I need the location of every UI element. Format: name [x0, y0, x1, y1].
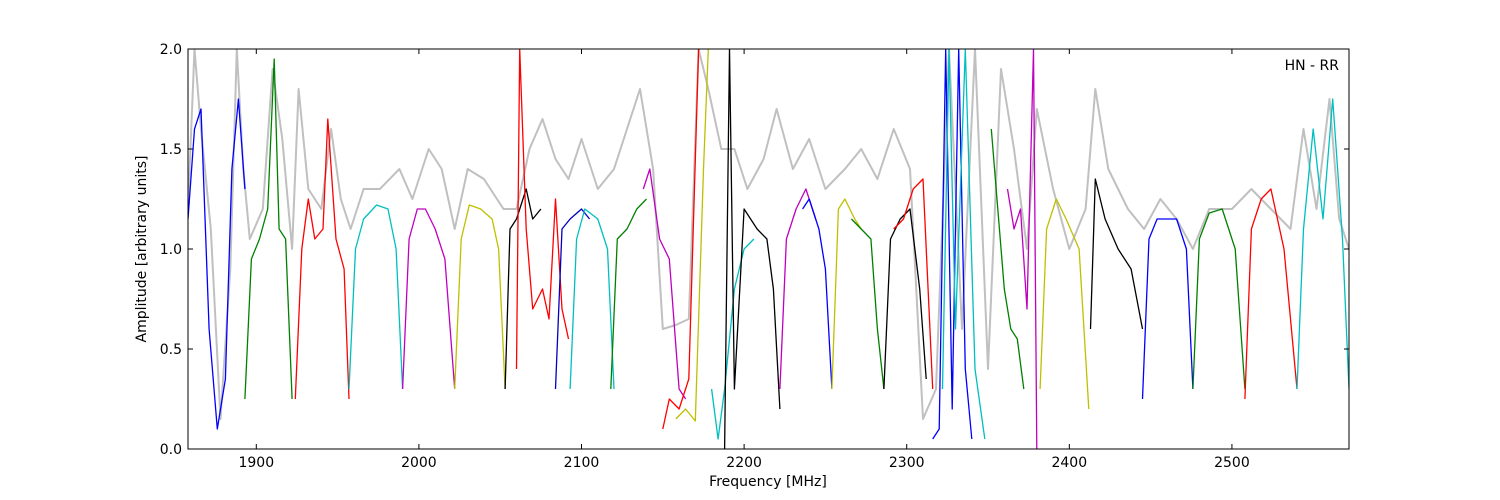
- spectrum-line: [554, 208, 591, 390]
- spectrum-line: [893, 178, 934, 390]
- spectrum-line: [779, 188, 817, 390]
- spectrum-line: [710, 238, 755, 440]
- spectrum-line: [1039, 198, 1090, 410]
- x-tick-label: 2500: [1214, 455, 1250, 471]
- spectrum-line: [244, 58, 293, 400]
- spectrum-line: [723, 49, 781, 449]
- spectrum-line: [642, 168, 687, 400]
- y-tick-label: 0.0: [160, 442, 182, 458]
- spectrum-line: [454, 204, 506, 390]
- x-tick-label: 2400: [1051, 455, 1087, 471]
- spectrum-line: [1141, 218, 1194, 400]
- spectrum-line: [188, 98, 246, 430]
- y-tick-label: 1.5: [160, 142, 182, 158]
- annotation: HN - RR: [1285, 58, 1340, 74]
- x-axis-label: Frequency [MHz]: [709, 474, 827, 490]
- spectrum-line: [850, 218, 885, 390]
- plot-lines: [188, 49, 1349, 449]
- spectrum-line: [188, 49, 1349, 420]
- x-tick-label: 2300: [889, 455, 925, 471]
- spectrum-line: [401, 208, 456, 390]
- x-tick-label: 2100: [564, 455, 600, 471]
- spectrum-line: [675, 49, 709, 422]
- y-tick-label: 1.0: [160, 242, 182, 258]
- spectrum-line: [802, 198, 833, 390]
- spectrum-line: [662, 49, 700, 430]
- x-tick-label: 2200: [726, 455, 762, 471]
- y-tick-label: 2.0: [160, 42, 182, 58]
- x-tick-label: 1900: [238, 455, 274, 471]
- spectrum-line: [1244, 188, 1298, 400]
- spectrum-line: [990, 128, 1025, 390]
- spectrum-line: [831, 198, 862, 390]
- spectrum-line: [515, 49, 570, 370]
- spectrum-line: [610, 198, 647, 390]
- spectrum-line: [941, 49, 986, 440]
- spectrum-line: [569, 208, 615, 390]
- x-tick-label: 2000: [401, 455, 437, 471]
- spectrum-line: [348, 204, 404, 390]
- spectrum-line: [1296, 98, 1349, 390]
- y-tick-label: 0.5: [160, 342, 182, 358]
- spectrum-line: [294, 118, 350, 400]
- spectrum-line: [1089, 178, 1144, 330]
- spectrum-line: [932, 49, 973, 440]
- spectrum-line: [1192, 208, 1246, 390]
- spectrum-line: [1006, 49, 1038, 449]
- spectrum-line: [504, 188, 542, 390]
- y-axis-label: Amplitude [arbitrary units]: [134, 156, 150, 343]
